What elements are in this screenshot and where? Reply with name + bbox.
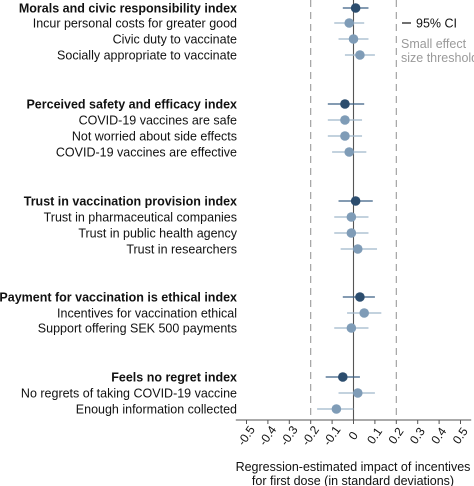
point-12 [352, 244, 363, 254]
item-label-4: Socially appropriate to vaccinate [57, 49, 237, 63]
index-label-13: Payment for vaccination is ethical index [0, 291, 237, 305]
item-label-7: Not worried about side effects [72, 130, 237, 144]
point-18 [331, 404, 342, 414]
x-tick-label-11: 0.5 [450, 425, 471, 447]
item-label-6: COVID-19 vaccines are safe [79, 114, 237, 128]
point-7 [340, 131, 350, 141]
item-label-14: Incentives for vaccination ethical [57, 307, 237, 321]
item-label-8: COVID-19 vaccines are effective [56, 146, 237, 160]
row-labels: Morals and civic responsibility indexInc… [0, 2, 238, 417]
point-4 [355, 50, 365, 60]
item-label-17: No regrets of taking COVID-19 vaccine [21, 387, 237, 401]
x-tick-label-7: 0.1 [364, 425, 385, 447]
legend: 95% CI Small effect size threshold [401, 17, 474, 66]
point-5 [340, 99, 350, 109]
x-tick-label-6: 0 [346, 429, 361, 443]
legend-threshold-label-2: size threshold [401, 51, 474, 65]
x-tick-label-8: 0.2 [386, 425, 407, 447]
x-axis-title-line-2: for first dose (in standard deviations) [252, 474, 454, 486]
item-label-18: Enough information collected [76, 403, 237, 417]
index-label-1: Morals and civic responsibility index [19, 2, 237, 16]
point-13 [355, 292, 365, 302]
point-8 [344, 147, 355, 157]
item-label-3: Civic duty to vaccinate [113, 33, 237, 47]
point-9 [350, 196, 361, 206]
x-axis: -0.5-0.4-0.3-0.2-0.1 0 0.1 0.2 0.3 0.4 0.5 [235, 419, 472, 448]
point-3 [348, 34, 359, 44]
point-16 [338, 372, 348, 382]
x-tick-label-1: -0.5 [235, 423, 259, 448]
x-tick-label-3: -0.3 [277, 423, 301, 448]
ci-bars [317, 7, 382, 410]
index-label-16: Feels no regret index [111, 371, 237, 385]
point-15 [346, 323, 357, 333]
legend-ci-label: 95% CI [416, 17, 457, 31]
item-label-12: Trust in researchers [126, 243, 237, 257]
item-label-15: Support offering SEK 500 payments [38, 322, 237, 336]
point-17 [352, 388, 363, 398]
x-tick-label-5: -0.1 [320, 423, 344, 448]
x-tick-label-4: -0.2 [299, 423, 323, 448]
point-1 [350, 3, 361, 13]
gridlines [310, 0, 397, 420]
legend-threshold-label-1: Small effect [401, 37, 467, 51]
x-tick-label-10: 0.4 [428, 425, 449, 447]
x-tick-label-9: 0.3 [407, 425, 428, 447]
x-tick-label-2: -0.4 [256, 423, 280, 448]
index-label-5: Perceived safety and efficacy index [26, 98, 237, 112]
point-2 [344, 18, 355, 28]
item-label-2: Incur personal costs for greater good [33, 17, 237, 31]
x-axis-title-line-1: Regression-estimated impact of incentive… [236, 460, 471, 474]
point-10 [346, 212, 357, 222]
item-label-10: Trust in pharmaceutical companies [44, 211, 237, 225]
points [331, 3, 370, 414]
point-11 [346, 228, 357, 238]
point-14 [359, 308, 370, 318]
index-label-9: Trust in vaccination provision index [24, 195, 237, 209]
item-label-11: Trust in public health agency [78, 227, 237, 241]
point-6 [340, 115, 350, 125]
